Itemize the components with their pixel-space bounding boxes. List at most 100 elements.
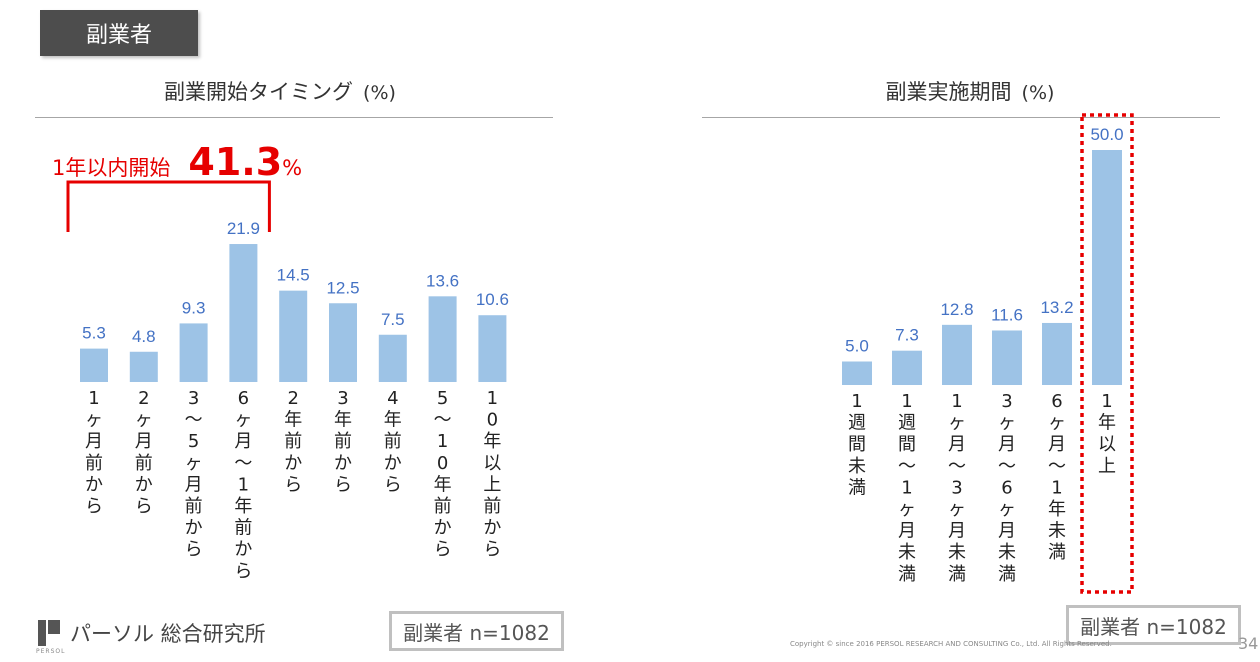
callout-label: 1年以内開始 (52, 156, 171, 180)
chart1-data-label: 7.5 (381, 310, 405, 329)
chart2-bar (842, 361, 872, 385)
chart1-category-label: 前 (85, 453, 103, 474)
chart1-category-label: ヶ (135, 410, 153, 431)
chart2-title: 副業実施期間 (885, 80, 1012, 104)
chart1-category-label: か (434, 518, 452, 539)
chart2-category-label: 3 (1001, 391, 1012, 412)
chart1-bar (478, 315, 507, 382)
chart2-category-label: 1 (951, 391, 962, 412)
chart2-category-label: 満 (898, 564, 916, 585)
chart2-bar (1042, 322, 1072, 385)
chart1-data-label: 13.6 (426, 271, 459, 290)
chart1-category-label: 6 (238, 388, 249, 409)
chart1-category-label: 2 (138, 388, 149, 409)
chart1-data-label: 4.8 (132, 327, 156, 346)
chart1-category-label: ら (483, 539, 501, 560)
chart2-category-label: 〜 (998, 456, 1016, 477)
chart1-divider (35, 117, 553, 118)
chart1-category-label: ら (334, 474, 352, 495)
chart1-category-label: 月 (185, 474, 203, 495)
chart2-category-label: 3 (951, 477, 962, 498)
chart1-category-label: か (135, 474, 153, 495)
chart1-category-label: 1 (238, 474, 249, 495)
chart2-data-label: 12.8 (940, 300, 973, 319)
chart1-category-label: か (185, 518, 203, 539)
chart2-category-label: 月 (998, 434, 1016, 455)
chart2-category-label: 1 (1051, 477, 1062, 498)
chart1-category-label: 3 (337, 388, 348, 409)
chart2-category-label: 月 (948, 434, 966, 455)
chart1-category-label: 年 (483, 431, 501, 452)
chart2-category-label: 月 (898, 521, 916, 542)
chart1-category-label: ら (284, 474, 302, 495)
chart2-category-label: 以 (1098, 434, 1116, 455)
chart2-category-label: 満 (998, 564, 1016, 585)
chart2-bar (1092, 150, 1122, 385)
highlight-frame (1080, 113, 1134, 594)
chart2-category-label: 〜 (898, 456, 916, 477)
chart1-category-label: か (234, 539, 252, 560)
chart2-category-label: 6 (1001, 477, 1012, 498)
chart1-category-label: 5 (437, 388, 448, 409)
chart2-category-label: 満 (848, 477, 866, 498)
chart1-data-label: 5.3 (82, 324, 106, 343)
chart1-category-label: 月 (135, 431, 153, 452)
chart1-category-label: 年 (434, 474, 452, 495)
chart2-category-label: ヶ (998, 499, 1016, 520)
chart1-category-label: 年 (284, 410, 302, 431)
chart2-category-label: 月 (998, 521, 1016, 542)
chart2-category-label: 週 (898, 413, 916, 434)
chart1-category-label: か (334, 453, 352, 474)
chart1-unit: (%) (363, 82, 396, 104)
chart1-category-label: ら (234, 561, 252, 582)
chart2-data-label: 5.0 (845, 337, 869, 356)
chart2-category-label: 〜 (1048, 456, 1066, 477)
chart1-category-label: か (483, 518, 501, 539)
chart2-category-label: ヶ (948, 499, 966, 520)
chart1-category-label: 0 (487, 410, 498, 431)
chart2-category-label: 未 (948, 542, 966, 563)
chart2-category-label: 年 (1048, 499, 1066, 520)
chart2-divider (702, 117, 1220, 118)
chart1-category-label: 5 (188, 431, 199, 452)
chart1-title-group: 副業開始タイミング (%) (90, 76, 470, 106)
chart1-bar (329, 303, 357, 382)
chart2-category-label: 〜 (948, 456, 966, 477)
chart1-bar (80, 348, 108, 382)
chart1-category-label: 月 (234, 431, 252, 452)
chart2-bar (892, 350, 922, 385)
chart1-category-label: 〜 (234, 453, 252, 474)
chart2-category-label: ヶ (898, 499, 916, 520)
chart2-category-label: 週 (848, 413, 866, 434)
chart2-category-label: 1 (901, 477, 912, 498)
chart1-data-label: 12.5 (326, 278, 359, 297)
chart2-category-label: 間 (898, 434, 916, 455)
callout-text: 1年以内開始 41.3% (52, 140, 302, 184)
chart2-category-label: 1 (1101, 391, 1112, 412)
chart2-category-label: 月 (948, 521, 966, 542)
chart1-category-label: 3 (188, 388, 199, 409)
chart1-category-label: 0 (437, 453, 448, 474)
chart1-category-label: 前 (135, 453, 153, 474)
chart2-bar (992, 330, 1022, 385)
chart1-sample-note: 副業者 n=1082 (389, 611, 564, 651)
callout-value: 41.3 (188, 140, 283, 184)
persol-logo: パーソル 総合研究所 (38, 618, 266, 648)
chart2-category-label: 1 (901, 391, 912, 412)
chart1-category-label: 前 (384, 431, 402, 452)
page-number: 34 (1238, 634, 1259, 653)
chart1-category-label: ヶ (234, 410, 252, 431)
section-tag: 副業者 (40, 10, 198, 56)
chart1-category-label: か (85, 474, 103, 495)
copyright: Copyright © since 2016 PERSOL RESEARCH A… (790, 640, 1112, 648)
chart1-category-label: か (384, 453, 402, 474)
chart1-category-label: ら (185, 539, 203, 560)
chart2-data-label: 13.2 (1040, 298, 1073, 317)
chart1-category-label: 月 (85, 431, 103, 452)
chart2-category-label: 未 (1048, 521, 1066, 542)
persol-logo-icon (38, 620, 60, 646)
chart1-data-label: 10.6 (476, 290, 509, 309)
chart2-title-group: 副業実施期間 (%) (780, 76, 1160, 106)
chart2-unit: (%) (1021, 82, 1055, 104)
